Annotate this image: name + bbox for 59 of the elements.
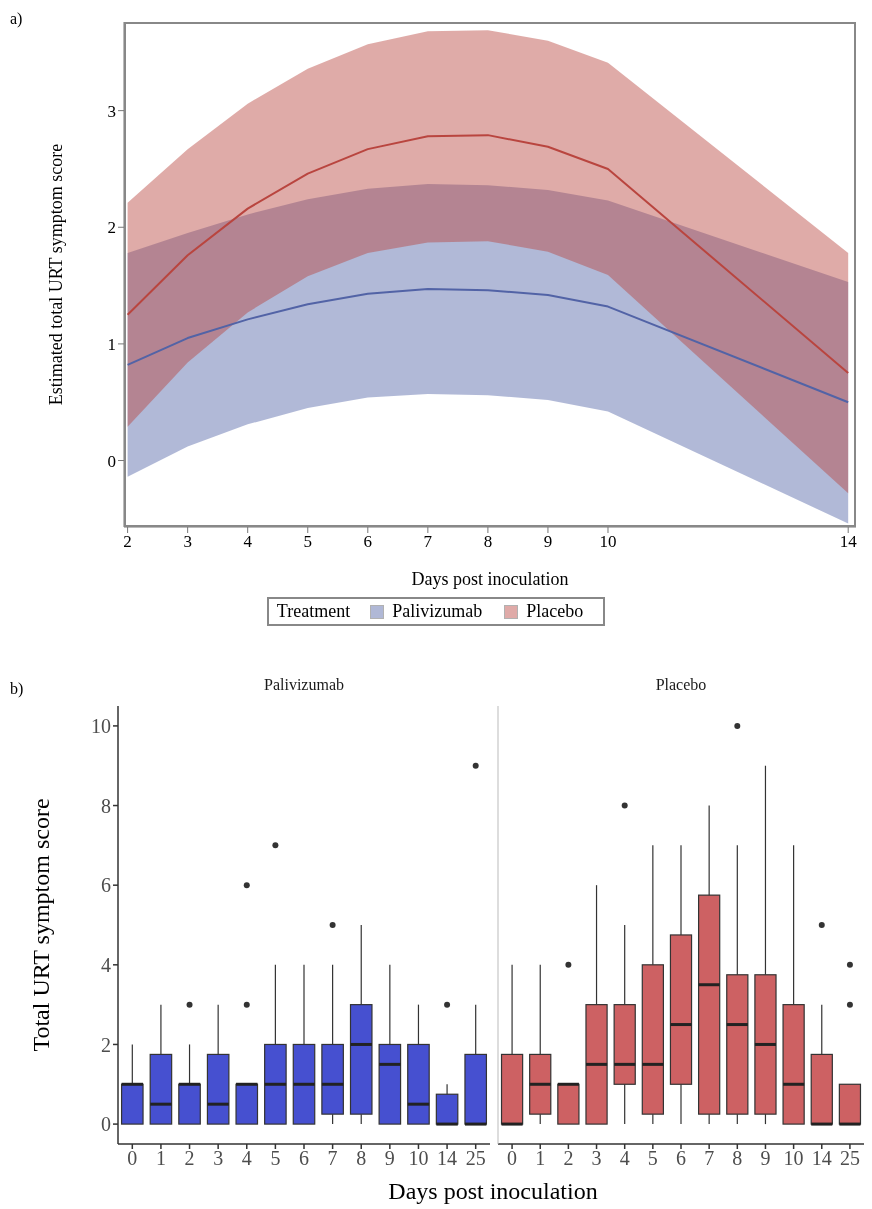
y-tick-label: 2 bbox=[107, 218, 116, 238]
text: a) bbox=[10, 10, 23, 27]
chart-title: Placebo bbox=[655, 676, 707, 693]
x-tick-label: 9 bbox=[384, 1147, 395, 1170]
x-tick-label: 14 bbox=[437, 1147, 458, 1170]
x-tick-label: 4 bbox=[243, 532, 253, 552]
x-tick-label: 8 bbox=[483, 532, 493, 552]
x-tick-label: 5 bbox=[303, 532, 312, 552]
legend-label: Placebo bbox=[526, 601, 584, 622]
x-tick-label: 9 bbox=[760, 1147, 771, 1170]
x-tick-label: 9 bbox=[543, 532, 553, 552]
x-tick-label: 14 bbox=[839, 532, 858, 552]
y-tick-label: 0 bbox=[101, 1113, 111, 1136]
x-tick-label: 1 bbox=[535, 1147, 546, 1170]
x-tick-label: 2 bbox=[563, 1147, 574, 1170]
x-tick-label: 3 bbox=[213, 1147, 224, 1170]
x-tick-label: 7 bbox=[423, 532, 433, 552]
line-series bbox=[126, 288, 850, 404]
x-tick-label: 6 bbox=[363, 532, 373, 552]
y-tick-label: 4 bbox=[101, 953, 111, 976]
chart-title: Palivizumab bbox=[264, 676, 344, 693]
x-tick-label: 1 bbox=[155, 1147, 166, 1170]
y-tick-label: 0 bbox=[107, 451, 116, 471]
x-tick-label: 25 bbox=[839, 1147, 860, 1170]
y-tick-label: 3 bbox=[107, 101, 116, 121]
x-axis-title: Days post inoculation bbox=[388, 1178, 598, 1204]
legend-label: Palivizumab bbox=[392, 601, 483, 622]
legend-title: Treatment bbox=[276, 601, 351, 622]
x-tick-label: 6 bbox=[299, 1147, 309, 1170]
y-tick-label: 6 bbox=[101, 874, 111, 897]
text: b) bbox=[10, 680, 24, 697]
x-tick-label: 10 bbox=[408, 1147, 429, 1170]
x-tick-label: 4 bbox=[241, 1147, 252, 1170]
x-tick-label: 3 bbox=[591, 1147, 602, 1170]
x-tick-label: 0 bbox=[127, 1147, 138, 1170]
x-tick-label: 8 bbox=[732, 1147, 743, 1170]
y-axis-title: Total URT symptom score bbox=[27, 798, 54, 1052]
x-tick-label: 10 bbox=[599, 532, 617, 552]
x-tick-label: 4 bbox=[619, 1147, 630, 1170]
x-tick-label: 7 bbox=[704, 1147, 715, 1170]
y-tick-label: 10 bbox=[91, 715, 111, 738]
x-tick-label: 7 bbox=[327, 1147, 338, 1170]
x-tick-label: 3 bbox=[183, 532, 192, 552]
x-tick-label: 2 bbox=[123, 532, 132, 552]
x-axis-title: Days post inoculation bbox=[411, 569, 569, 589]
x-tick-label: 5 bbox=[270, 1147, 281, 1170]
y-tick-label: 8 bbox=[101, 794, 111, 817]
y-tick-label: 2 bbox=[101, 1033, 111, 1056]
y-axis-title: Estimated total URT symptom score bbox=[46, 143, 67, 406]
x-tick-label: 5 bbox=[647, 1147, 658, 1170]
x-tick-label: 8 bbox=[356, 1147, 367, 1170]
x-tick-label: 2 bbox=[184, 1147, 195, 1170]
x-tick-label: 0 bbox=[507, 1147, 518, 1170]
x-tick-label: 14 bbox=[811, 1147, 832, 1170]
y-tick-label: 1 bbox=[107, 334, 116, 354]
x-tick-label: 6 bbox=[676, 1147, 686, 1170]
x-tick-label: 10 bbox=[783, 1147, 804, 1170]
x-tick-label: 25 bbox=[465, 1147, 486, 1170]
line-series bbox=[126, 134, 850, 375]
